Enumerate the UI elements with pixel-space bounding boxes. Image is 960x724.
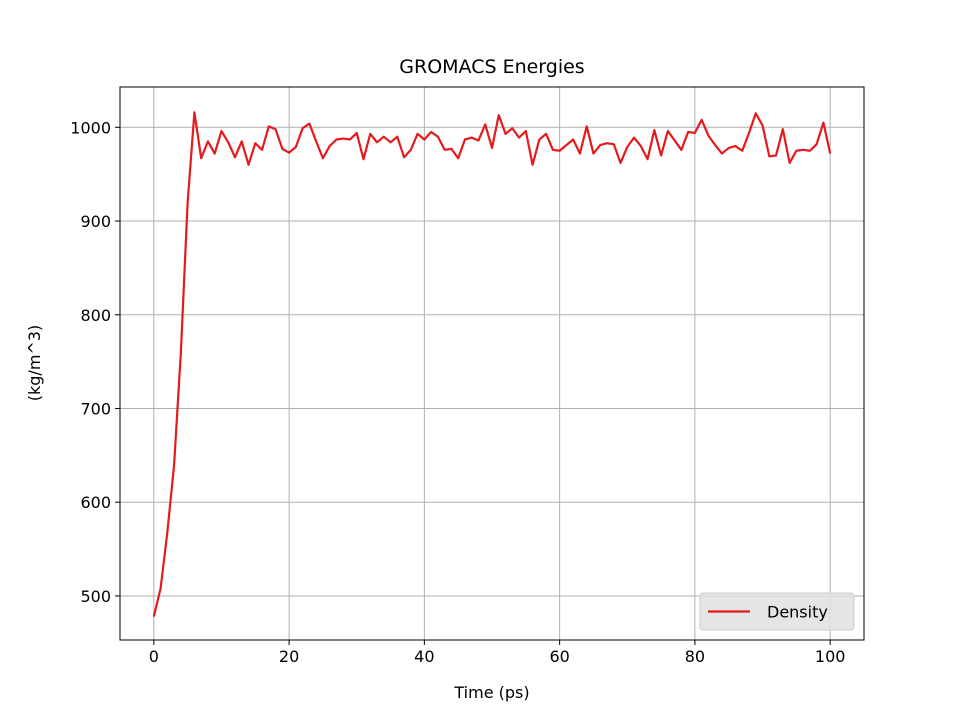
x-tick-label: 80 <box>685 647 705 666</box>
y-tick-label: 800 <box>80 306 111 325</box>
legend-label: Density <box>767 603 828 622</box>
x-tick-label: 40 <box>414 647 434 666</box>
lines <box>152 111 832 617</box>
x-tick-label: 60 <box>549 647 569 666</box>
y-tick-label: 600 <box>80 493 111 512</box>
data-line <box>152 111 832 617</box>
y-tick-label: 500 <box>80 587 111 606</box>
y-tick-label: 900 <box>80 212 111 231</box>
legend: Density <box>699 592 855 631</box>
x-tick-label: 0 <box>149 647 159 666</box>
y-axis-label: (kg/m^3) <box>25 325 44 401</box>
plot-frame <box>119 86 865 641</box>
chart-title: GROMACS Energies <box>399 56 584 78</box>
grid <box>120 87 864 640</box>
x-tick-label: 20 <box>279 647 299 666</box>
y-tick-label: 700 <box>80 399 111 418</box>
y-tick-label: 1000 <box>70 118 111 137</box>
x-axis-label: Time (ps) <box>453 683 529 702</box>
legend-box <box>699 592 855 631</box>
x-tick-label: 100 <box>815 647 846 666</box>
